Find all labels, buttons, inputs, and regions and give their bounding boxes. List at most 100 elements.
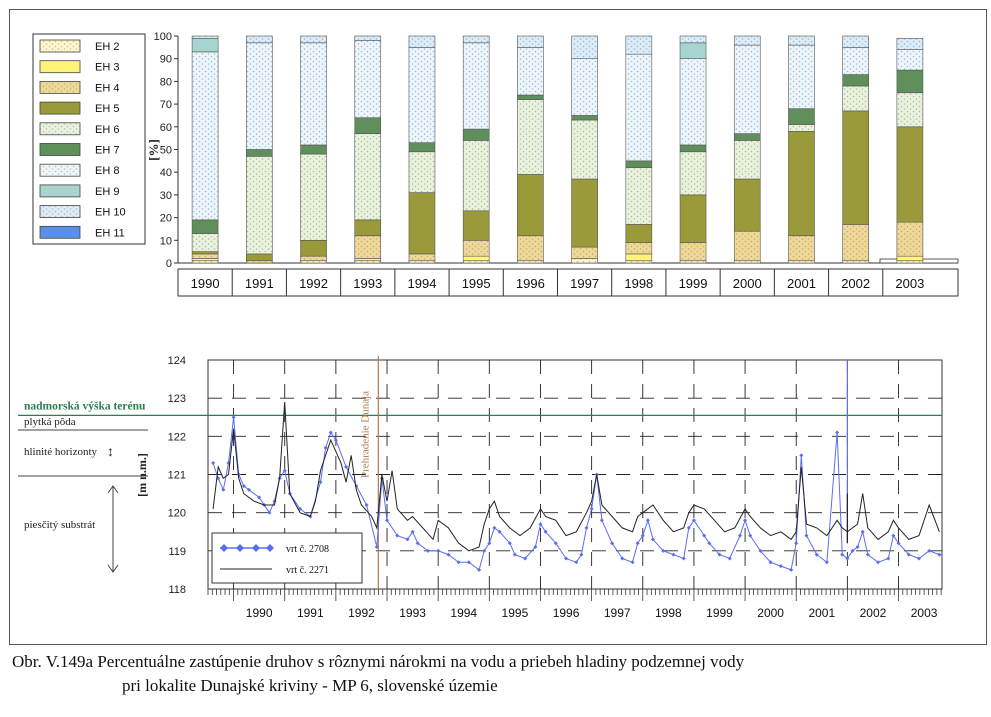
bar-segment-texture xyxy=(680,36,707,43)
bar-segment-texture xyxy=(517,260,544,263)
bar-category-label: 1995 xyxy=(462,276,491,291)
bar-segment-texture xyxy=(517,99,544,175)
bar-segment-texture xyxy=(300,42,327,145)
bar-segment-texture xyxy=(354,133,381,220)
bar-segment xyxy=(354,219,382,237)
bar-segment-texture xyxy=(734,45,761,134)
bar-segment xyxy=(191,251,219,255)
bar-category-label: 1990 xyxy=(191,276,220,291)
legend-swatch xyxy=(39,60,81,74)
bar-segment-texture xyxy=(842,47,869,75)
bar-segment-texture xyxy=(246,156,273,254)
series-marker xyxy=(768,560,773,565)
bar-segment-texture xyxy=(246,42,273,150)
bar-category-label: 2002 xyxy=(841,276,870,291)
series-marker xyxy=(855,545,860,550)
series-marker xyxy=(927,548,932,553)
side-label-loam: hlinité horizonty xyxy=(24,446,98,458)
legend-diamond-icon xyxy=(220,544,228,552)
series-marker xyxy=(748,533,753,538)
bar-category-label: 1998 xyxy=(624,276,653,291)
bar-segment-texture xyxy=(192,233,219,252)
bar-segment xyxy=(896,126,924,223)
series-marker xyxy=(538,522,543,527)
series-marker xyxy=(211,461,216,466)
bar-segment-texture xyxy=(625,260,652,263)
legend-label: EH 6 xyxy=(95,124,119,136)
series-marker xyxy=(415,541,420,546)
bar-segment-texture xyxy=(625,54,652,161)
bar-stack xyxy=(679,35,707,264)
bar-stack xyxy=(191,35,219,264)
side-labels: plytká pôda hlinité horizonty ↕ piesčitý su… xyxy=(18,416,148,573)
series-marker xyxy=(671,552,676,557)
series-marker xyxy=(906,552,911,557)
series-marker xyxy=(523,556,528,561)
bar-segment-texture xyxy=(517,47,544,96)
legend-label-2708: vrt č. 2708 xyxy=(286,544,329,555)
bar-category-label: 2003 xyxy=(895,276,924,291)
bar-segment xyxy=(300,240,327,257)
bar-segment xyxy=(408,192,436,255)
bar-chart: EH 2 EH 3 EH 4 EH 5 EH 6 EH 7 EH 8 EH 9 EH 10 EH … xyxy=(32,31,959,297)
bar-segment-texture xyxy=(680,260,707,263)
bar-segment-texture xyxy=(463,260,490,263)
line-x-tick-label: 2001 xyxy=(808,606,835,620)
bar-segment-texture xyxy=(788,45,815,109)
legend-swatch-texture xyxy=(40,40,80,52)
bar-y-tick-label: 70 xyxy=(160,99,172,111)
bar-stack xyxy=(571,35,598,264)
bar-segment xyxy=(517,174,544,237)
series-marker xyxy=(374,545,379,550)
legend-swatch-texture xyxy=(40,205,80,218)
series-marker xyxy=(916,556,921,561)
line-x-tick-label: 1992 xyxy=(348,606,375,620)
bar-category-box xyxy=(177,268,959,297)
bar-category-label: 2001 xyxy=(787,276,816,291)
bar-segment-texture xyxy=(463,240,490,257)
series-marker xyxy=(799,453,804,458)
bar-stack xyxy=(354,35,382,264)
line-x-tick-label: 1995 xyxy=(502,606,529,620)
bar-segment-texture xyxy=(896,260,923,263)
series-marker xyxy=(845,556,850,561)
bar-segment-texture xyxy=(680,151,707,195)
series-marker xyxy=(651,537,656,542)
series-marker xyxy=(221,487,226,492)
bar-segment xyxy=(191,219,219,234)
bar-segment-texture xyxy=(408,260,435,263)
bar-segment-texture xyxy=(517,36,544,48)
series-marker xyxy=(824,560,829,565)
bar-segment xyxy=(625,253,653,262)
bar-segment-texture xyxy=(896,49,923,71)
bar-segment-texture xyxy=(463,42,490,130)
bar-segment-texture xyxy=(680,242,707,261)
bar-segment-texture xyxy=(354,36,381,41)
series-marker xyxy=(707,541,712,546)
bar-y-tick-label: 50 xyxy=(160,145,172,157)
bar-stack xyxy=(842,35,869,264)
series-marker xyxy=(645,518,650,523)
series-marker xyxy=(599,518,604,523)
bar-category-label: 1996 xyxy=(516,276,545,291)
bar-category-label: 2000 xyxy=(733,276,762,291)
bar-y-tick-label: 90 xyxy=(160,54,172,66)
series-marker xyxy=(691,518,696,523)
series-marker xyxy=(477,567,482,572)
line-x-tick-label: 2002 xyxy=(860,606,887,620)
series-marker xyxy=(865,552,870,557)
line-x-tick-label: 1994 xyxy=(450,606,477,620)
series-marker xyxy=(456,560,461,565)
series-marker xyxy=(896,541,901,546)
series-marker xyxy=(553,541,558,546)
bar-segment-texture xyxy=(408,253,435,261)
line-x-tick-label: 2003 xyxy=(911,606,938,620)
series-marker xyxy=(533,545,538,550)
series-marker xyxy=(323,445,328,450)
bar-segment-texture xyxy=(354,260,381,263)
series-marker xyxy=(717,552,722,557)
line-chart: 118 119 120 121 122 123 124 [m n.m.] 1990 1991 199… xyxy=(18,355,943,620)
bar-segment xyxy=(679,194,707,243)
line-y-tick-label: 119 xyxy=(168,546,186,558)
series-marker xyxy=(246,487,251,492)
